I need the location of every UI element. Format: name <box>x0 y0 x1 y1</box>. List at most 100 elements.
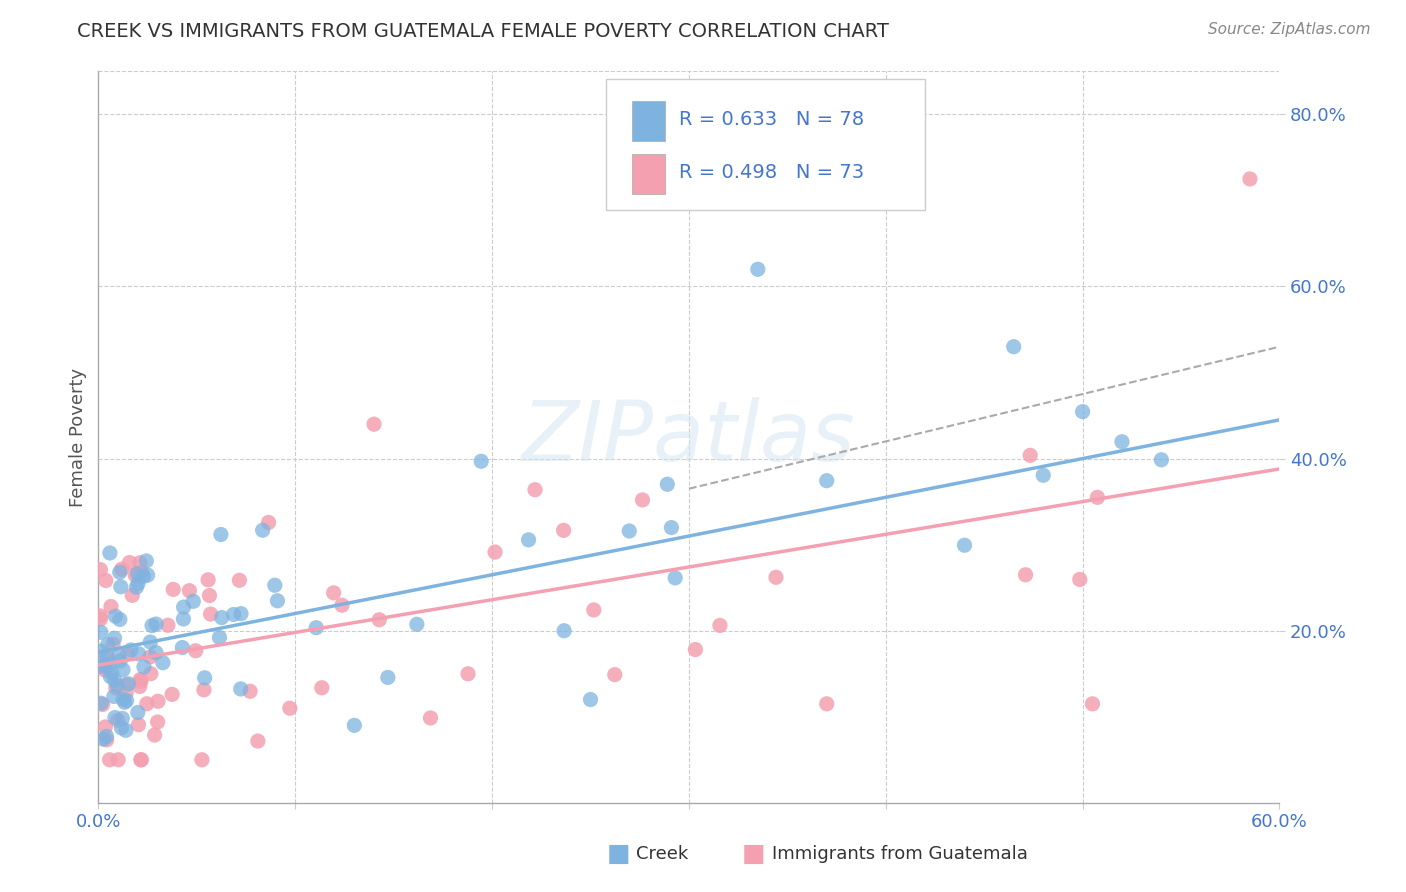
Point <box>94 720 117 734</box>
Point <box>146 694 169 708</box>
Point <box>1014 567 1036 582</box>
Point <box>108 654 131 668</box>
Point <box>162 582 184 597</box>
Point <box>118 556 141 570</box>
Point <box>131 565 153 579</box>
Point <box>131 753 153 767</box>
Point <box>98 546 121 560</box>
Point <box>104 609 127 624</box>
Point <box>127 576 149 591</box>
Point <box>139 666 162 681</box>
Point <box>553 624 575 638</box>
Point <box>117 677 139 691</box>
Point <box>181 594 204 608</box>
Point <box>229 681 252 696</box>
Point <box>90 659 112 673</box>
Point <box>108 566 131 580</box>
Point <box>129 556 152 570</box>
Point <box>1239 172 1261 186</box>
Point <box>110 721 132 735</box>
Point <box>278 701 301 715</box>
Text: ZIPatlas: ZIPatlas <box>522 397 856 477</box>
Point <box>141 618 163 632</box>
Point <box>553 524 575 538</box>
Point <box>94 658 117 673</box>
Point <box>89 563 111 577</box>
Point <box>405 617 427 632</box>
Point <box>257 516 280 530</box>
Point <box>100 669 122 683</box>
Point <box>579 692 602 706</box>
Point <box>631 492 654 507</box>
Point <box>100 599 122 614</box>
Point <box>105 679 128 693</box>
Point <box>200 607 222 621</box>
Point <box>114 695 136 709</box>
Point <box>125 580 148 594</box>
Point <box>139 635 162 649</box>
Point <box>94 574 117 588</box>
Point <box>457 666 479 681</box>
Point <box>110 580 132 594</box>
Point <box>239 684 262 698</box>
Point <box>93 732 115 747</box>
Point <box>108 648 131 663</box>
Point <box>211 610 233 624</box>
Point <box>103 690 125 704</box>
Point <box>311 681 333 695</box>
Point <box>107 714 129 728</box>
Point <box>115 693 138 707</box>
Point <box>124 568 146 582</box>
Point <box>111 663 134 677</box>
Point <box>517 533 540 547</box>
Point <box>128 717 150 731</box>
Point <box>747 262 769 277</box>
Point <box>156 618 179 632</box>
Point <box>132 569 155 583</box>
Point <box>96 651 118 665</box>
Point <box>193 682 215 697</box>
Point <box>179 583 201 598</box>
Point <box>1069 573 1091 587</box>
Point <box>1111 434 1133 449</box>
Point <box>184 644 207 658</box>
Point <box>143 728 166 742</box>
Point <box>152 656 174 670</box>
Point <box>664 571 686 585</box>
Point <box>128 680 150 694</box>
Point <box>524 483 547 497</box>
Point <box>172 612 194 626</box>
Point <box>1019 448 1042 462</box>
Point <box>107 753 129 767</box>
Point <box>100 665 122 680</box>
Point <box>103 632 125 646</box>
Point <box>98 753 121 767</box>
Point <box>1087 491 1109 505</box>
Point <box>135 554 157 568</box>
Text: CREEK VS IMMIGRANTS FROM GUATEMALA FEMALE POVERTY CORRELATION CHART: CREEK VS IMMIGRANTS FROM GUATEMALA FEMAL… <box>77 22 889 41</box>
Text: Source: ZipAtlas.com: Source: ZipAtlas.com <box>1208 22 1371 37</box>
Text: R = 0.633   N = 78: R = 0.633 N = 78 <box>679 110 865 129</box>
Point <box>129 674 152 689</box>
Point <box>98 657 121 672</box>
Point <box>90 696 112 710</box>
Point <box>191 753 214 767</box>
Point <box>194 671 217 685</box>
Point <box>111 562 134 576</box>
Point <box>197 573 219 587</box>
Text: ■: ■ <box>742 842 766 866</box>
FancyBboxPatch shape <box>633 154 665 194</box>
FancyBboxPatch shape <box>606 78 925 211</box>
Point <box>89 609 111 624</box>
Point <box>603 667 626 681</box>
Point <box>815 697 838 711</box>
Point <box>815 474 838 488</box>
Point <box>363 417 385 432</box>
Point <box>91 698 114 712</box>
Point <box>96 732 118 747</box>
Point <box>953 538 976 552</box>
Point <box>104 681 127 695</box>
Point <box>112 692 135 706</box>
Point <box>1081 697 1104 711</box>
Point <box>619 524 641 538</box>
